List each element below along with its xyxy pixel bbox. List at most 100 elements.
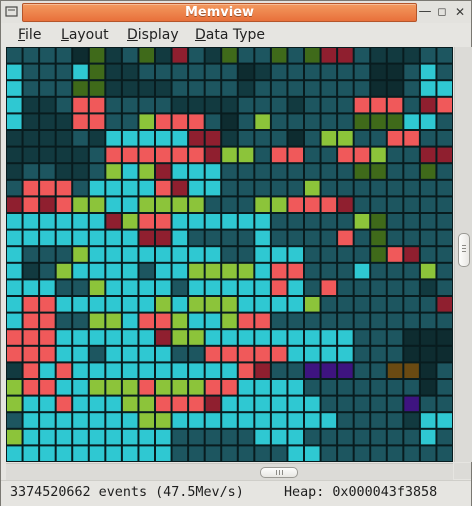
- memory-cell[interactable]: [353, 146, 371, 164]
- memory-cell[interactable]: [138, 163, 156, 180]
- memory-cell[interactable]: [419, 47, 437, 64]
- memory-cell[interactable]: [353, 362, 371, 379]
- memory-cell[interactable]: [121, 246, 139, 263]
- memory-cell[interactable]: [337, 296, 354, 313]
- memory-cell[interactable]: [304, 296, 321, 313]
- memory-cell[interactable]: [287, 362, 305, 379]
- memory-cell[interactable]: [6, 146, 23, 164]
- memory-cell[interactable]: [204, 130, 222, 147]
- memory-cell[interactable]: [105, 379, 122, 396]
- memory-cell[interactable]: [353, 412, 371, 429]
- memory-cell[interactable]: [403, 428, 420, 446]
- memory-cell[interactable]: [337, 213, 354, 230]
- memory-cell[interactable]: [121, 379, 139, 396]
- memory-cell[interactable]: [88, 146, 106, 164]
- memory-cell[interactable]: [105, 130, 122, 147]
- memory-cell[interactable]: [370, 445, 387, 462]
- memory-cell[interactable]: [72, 146, 89, 164]
- memory-cell[interactable]: [370, 229, 387, 247]
- memory-cell[interactable]: [370, 379, 387, 396]
- memory-cell[interactable]: [171, 130, 189, 147]
- memory-cell[interactable]: [171, 163, 189, 180]
- memory-cell[interactable]: [171, 329, 189, 346]
- memory-cell[interactable]: [237, 229, 255, 247]
- memory-cell[interactable]: [88, 163, 106, 180]
- memory-cell[interactable]: [171, 428, 189, 446]
- memory-cell[interactable]: [121, 146, 139, 164]
- memory-cell[interactable]: [204, 213, 222, 230]
- memory-cell[interactable]: [403, 130, 420, 147]
- memory-cell[interactable]: [171, 96, 189, 114]
- memory-cell[interactable]: [155, 229, 172, 247]
- memory-cell[interactable]: [403, 362, 420, 379]
- memory-cell[interactable]: [171, 146, 189, 164]
- memory-cell[interactable]: [22, 312, 40, 330]
- memory-cell[interactable]: [221, 345, 238, 363]
- memory-cell[interactable]: [88, 229, 106, 247]
- memory-cell[interactable]: [55, 379, 73, 396]
- memory-cell[interactable]: [121, 412, 139, 429]
- memory-cell[interactable]: [22, 412, 40, 429]
- memory-cell[interactable]: [204, 146, 222, 164]
- memory-cell[interactable]: [320, 395, 338, 413]
- memory-cell[interactable]: [337, 47, 354, 64]
- memory-cell[interactable]: [304, 96, 321, 114]
- memory-cell[interactable]: [386, 130, 404, 147]
- memory-cell[interactable]: [55, 80, 73, 97]
- memory-cell[interactable]: [188, 196, 205, 213]
- memory-cell[interactable]: [138, 262, 156, 280]
- memory-cell[interactable]: [155, 428, 172, 446]
- memory-cell[interactable]: [39, 362, 56, 379]
- memory-cell[interactable]: [370, 113, 387, 131]
- memory-cell[interactable]: [436, 262, 453, 280]
- memory-cell[interactable]: [419, 246, 437, 263]
- memory-cell[interactable]: [55, 229, 73, 247]
- memory-cell[interactable]: [403, 379, 420, 396]
- memory-cell[interactable]: [204, 379, 222, 396]
- memory-cell[interactable]: [337, 113, 354, 131]
- memory-cell[interactable]: [72, 163, 89, 180]
- memory-cell[interactable]: [121, 196, 139, 213]
- memory-cell[interactable]: [72, 428, 89, 446]
- memory-cell[interactable]: [155, 445, 172, 462]
- memory-cell[interactable]: [353, 445, 371, 462]
- memory-cell[interactable]: [204, 229, 222, 247]
- memory-cell[interactable]: [39, 80, 56, 97]
- memory-cell[interactable]: [204, 445, 222, 462]
- memory-cell[interactable]: [88, 179, 106, 197]
- memory-cell[interactable]: [6, 329, 23, 346]
- memory-cell[interactable]: [386, 379, 404, 396]
- memory-cell[interactable]: [105, 412, 122, 429]
- memory-cell[interactable]: [237, 80, 255, 97]
- memory-cell[interactable]: [370, 412, 387, 429]
- memory-cell[interactable]: [287, 312, 305, 330]
- memory-cell[interactable]: [155, 329, 172, 346]
- memory-cell[interactable]: [270, 163, 288, 180]
- memory-cell[interactable]: [270, 96, 288, 114]
- memory-cell[interactable]: [436, 113, 453, 131]
- memory-cell[interactable]: [188, 312, 205, 330]
- memory-cell[interactable]: [270, 213, 288, 230]
- memory-cell[interactable]: [6, 213, 23, 230]
- memory-cell[interactable]: [436, 395, 453, 413]
- memory-cell[interactable]: [171, 362, 189, 379]
- memory-cell[interactable]: [270, 412, 288, 429]
- memory-cell[interactable]: [138, 96, 156, 114]
- memory-cell[interactable]: [221, 130, 238, 147]
- memory-cell[interactable]: [171, 246, 189, 263]
- memory-cell[interactable]: [320, 80, 338, 97]
- memory-cell[interactable]: [6, 345, 23, 363]
- memory-cell[interactable]: [304, 113, 321, 131]
- memory-cell[interactable]: [370, 246, 387, 263]
- memory-cell[interactable]: [237, 412, 255, 429]
- memory-cell[interactable]: [254, 279, 271, 296]
- memory-cell[interactable]: [436, 412, 453, 429]
- memory-cell[interactable]: [6, 113, 23, 131]
- memory-cell[interactable]: [270, 395, 288, 413]
- memory-cell[interactable]: [88, 379, 106, 396]
- memory-cell[interactable]: [254, 379, 271, 396]
- memory-cell[interactable]: [72, 412, 89, 429]
- memory-cell[interactable]: [353, 312, 371, 330]
- memory-cell[interactable]: [270, 47, 288, 64]
- memory-cell[interactable]: [254, 395, 271, 413]
